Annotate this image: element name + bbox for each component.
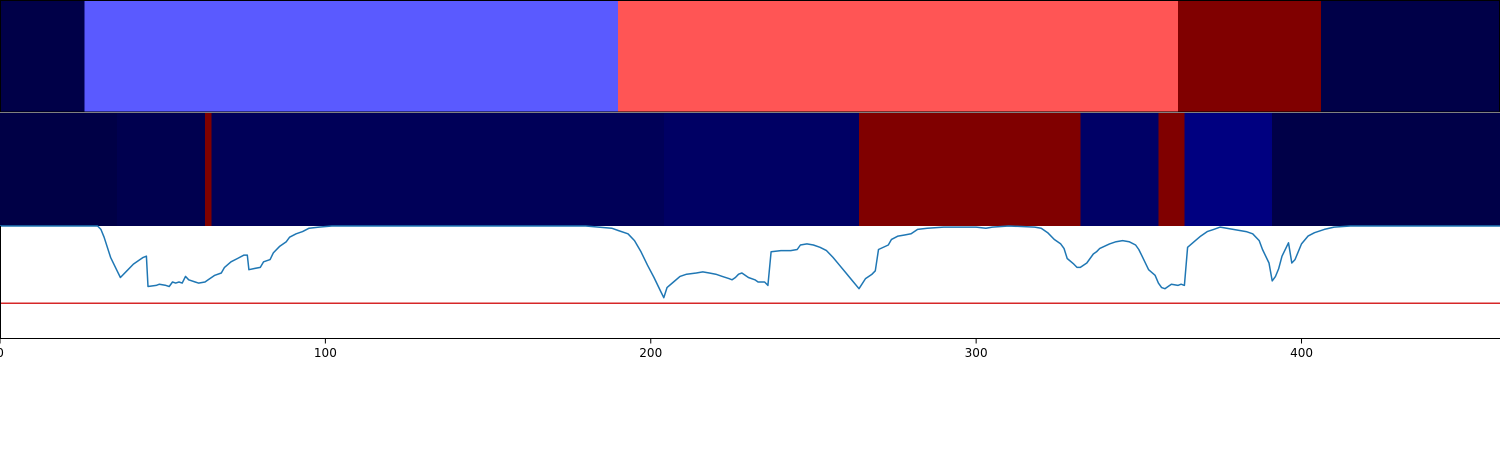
middle-strip-segment (0, 113, 118, 226)
top-strip-segment (618, 1, 1178, 112)
top-strip (0, 1, 1500, 112)
top-strip-segment (84, 1, 619, 112)
middle-strip-segment (859, 113, 1081, 226)
middle-strip-segment (211, 113, 664, 226)
x-tick-label: 400 (1290, 346, 1313, 360)
middle-strip-segment (1158, 113, 1185, 226)
middle-strip-segment (1184, 113, 1273, 226)
middle-strip-segment (663, 113, 860, 226)
middle-strip-segment (204, 113, 212, 226)
top-strip-segment (1177, 1, 1322, 112)
middle-strip-segment (1272, 113, 1500, 226)
middle-strip-segment (1080, 113, 1159, 226)
middle-strip (0, 113, 1500, 226)
top-strip-segment (0, 1, 85, 112)
x-tick-label: 0 (0, 346, 4, 360)
x-axis: 0 100 200 300 400 (0, 338, 1313, 360)
x-tick-label: 100 (314, 346, 337, 360)
x-tick-label: 200 (639, 346, 662, 360)
panel-frames (0, 0, 1500, 339)
series-line (0, 225, 1500, 299)
top-strip-segment (1321, 1, 1500, 112)
middle-strip-segment (117, 113, 205, 226)
line-panel-background (0, 226, 1500, 338)
x-tick-label: 300 (965, 346, 988, 360)
line-panel (0, 225, 1500, 338)
